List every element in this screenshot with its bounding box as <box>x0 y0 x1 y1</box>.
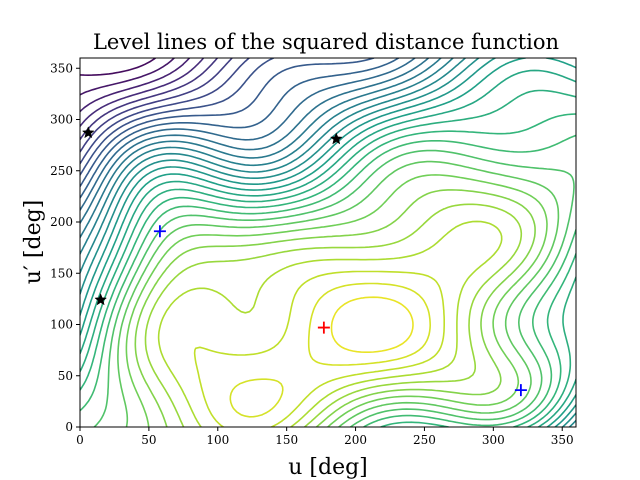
contour-level <box>80 58 157 76</box>
y-axis-ticks: 0 50 100 150 200 250 300 350 <box>50 61 80 434</box>
contour-level <box>80 89 576 427</box>
x-tick-label: 350 <box>551 433 574 447</box>
star-marker <box>94 293 108 306</box>
contour-level <box>80 58 219 141</box>
x-tick-label: 50 <box>141 433 156 447</box>
x-tick-label: 100 <box>206 433 229 447</box>
y-tick-label: 0 <box>65 420 73 434</box>
chart-title: Level lines of the squared distance func… <box>93 30 559 54</box>
contour-level <box>80 58 576 427</box>
contour-level <box>80 58 175 96</box>
star-marker <box>81 126 95 139</box>
plus-marker <box>153 225 166 238</box>
contour-level <box>330 296 414 353</box>
y-tick-label: 250 <box>50 164 73 178</box>
contour-level <box>93 149 575 427</box>
y-tick-label: 50 <box>58 369 73 383</box>
plus-marker <box>514 384 527 397</box>
x-tick-label: 200 <box>344 433 367 447</box>
contour-level <box>80 58 191 113</box>
contour-level <box>125 174 548 427</box>
y-axis-label: u′ [deg] <box>21 200 46 285</box>
markers <box>81 126 527 397</box>
x-tick-label: 300 <box>482 433 505 447</box>
contour-level <box>157 220 503 427</box>
contour-level <box>80 58 576 427</box>
contour-level <box>80 58 454 255</box>
contour-level <box>144 203 523 427</box>
star-marker <box>329 132 343 145</box>
x-axis-label: u [deg] <box>288 455 368 480</box>
y-tick-label: 350 <box>50 61 73 75</box>
contour-level <box>229 282 431 418</box>
plot-frame <box>79 57 577 428</box>
plus-marker <box>317 321 330 334</box>
x-axis-ticks: 0 50 100 150 200 250 300 350 <box>76 427 574 447</box>
y-tick-label: 100 <box>50 318 73 332</box>
y-tick-label: 150 <box>50 266 73 280</box>
contour-level <box>134 189 536 427</box>
contour-level <box>193 270 445 427</box>
x-tick-label: 150 <box>275 433 298 447</box>
contour-level <box>80 58 442 239</box>
contour-lines <box>80 58 576 427</box>
y-tick-label: 300 <box>50 113 73 127</box>
contour-level <box>80 58 430 224</box>
x-tick-label: 0 <box>76 433 84 447</box>
x-tick-label: 250 <box>413 433 436 447</box>
contour-level <box>117 160 560 427</box>
contour-level <box>80 58 375 188</box>
y-tick-label: 200 <box>50 215 73 229</box>
